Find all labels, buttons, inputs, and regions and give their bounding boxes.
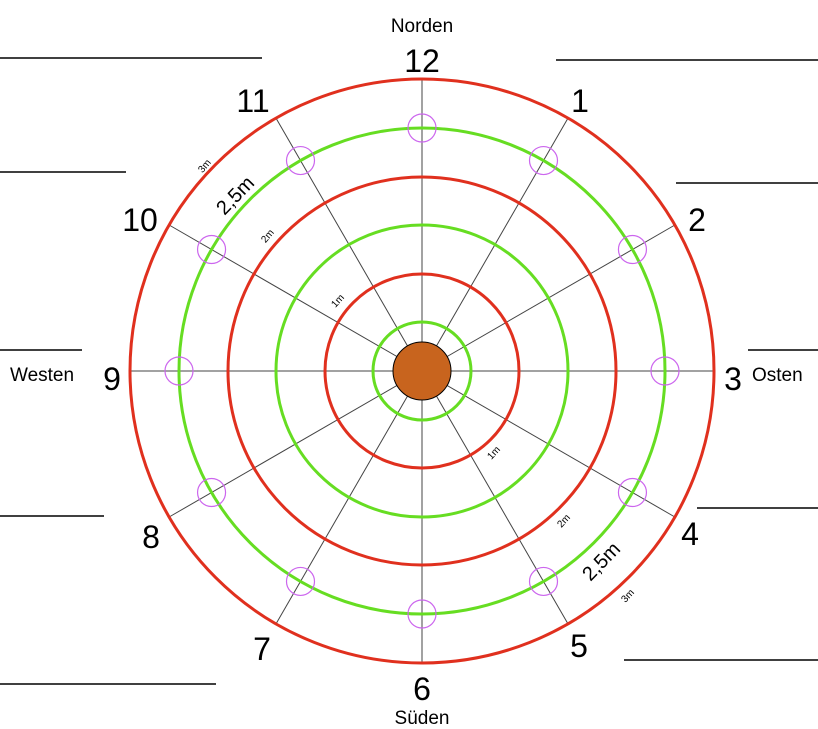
distance-label-3m-lower: 3m: [619, 587, 636, 605]
compass-south: Süden: [395, 708, 450, 729]
compass-west: Westen: [10, 365, 74, 386]
hour-label-4: 4: [681, 516, 699, 552]
distance-label-3m-upper: 3m: [196, 158, 213, 176]
ring-2-5m: [177, 126, 667, 616]
position-marker: [285, 566, 316, 597]
hour-label-7: 7: [253, 631, 271, 667]
position-marker: [164, 356, 194, 386]
compass-north: Norden: [391, 16, 453, 37]
distance-label-2-5m-lower: 2,5m: [578, 538, 625, 585]
position-marker: [650, 356, 680, 386]
hour-label-3: 3: [724, 361, 742, 397]
position-marker: [407, 599, 437, 629]
ring-1m: [323, 272, 521, 470]
compass-east: Osten: [752, 365, 803, 386]
position-marker: [528, 566, 559, 597]
hour-label-6: 6: [413, 671, 431, 707]
answer-lines: [0, 57, 818, 685]
distance-label-2m-upper: 2m: [259, 228, 276, 246]
hour-label-5: 5: [570, 628, 588, 664]
ring-2m: [226, 175, 618, 567]
distance-label-1m-upper: 1m: [329, 292, 346, 310]
position-marker: [407, 113, 437, 143]
hour-label-10: 10: [122, 202, 158, 238]
position-markers: [164, 113, 680, 629]
rings: [128, 77, 716, 665]
ring-1-5m: [274, 223, 570, 519]
ring-3m: [128, 77, 716, 665]
center-disc: [392, 341, 452, 401]
position-marker: [196, 477, 227, 508]
hour-label-1: 1: [571, 83, 589, 119]
hour-label-2: 2: [688, 202, 706, 238]
position-marker: [528, 145, 559, 176]
hour-label-8: 8: [142, 519, 160, 555]
position-marker: [196, 234, 227, 265]
distance-label-2m-lower: 2m: [555, 512, 572, 530]
hour-label-12: 12: [404, 43, 440, 79]
position-marker: [617, 234, 648, 265]
distance-label-1m-lower: 1m: [485, 444, 502, 462]
position-marker: [617, 477, 648, 508]
hour-label-11: 11: [236, 83, 269, 119]
position-marker: [285, 145, 316, 176]
hour-label-9: 9: [103, 361, 121, 397]
ring-0-5m: [371, 320, 473, 422]
